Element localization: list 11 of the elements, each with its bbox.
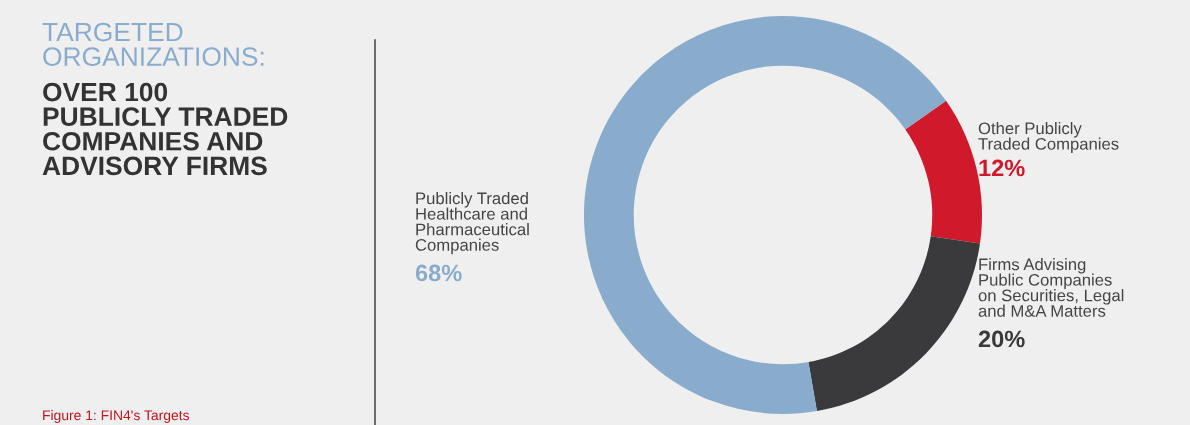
donut-slice	[583, 16, 947, 415]
donut-slice	[808, 236, 980, 412]
slice-label: Publicly Traded Healthcare and Pharmaceutical Companies	[415, 192, 529, 255]
data-label: 12%	[979, 159, 1025, 177]
data-label: 20%	[978, 330, 1025, 348]
text: TARGETED ORGANIZATIONS:	[42, 22, 264, 66]
text: OVER 100 PUBLICLY TRADED COMPANIES AND ADVISORY FIRMS	[42, 82, 288, 176]
slice-label: Other Publicly Traded Companies	[978, 122, 1119, 154]
caption: Figure 1: FIN4's Targets	[43, 410, 190, 423]
slice-label: Firms Advising Public Companies on Securities, Legal and M&A Matters	[978, 258, 1124, 317]
data-label: 68%	[415, 264, 462, 282]
